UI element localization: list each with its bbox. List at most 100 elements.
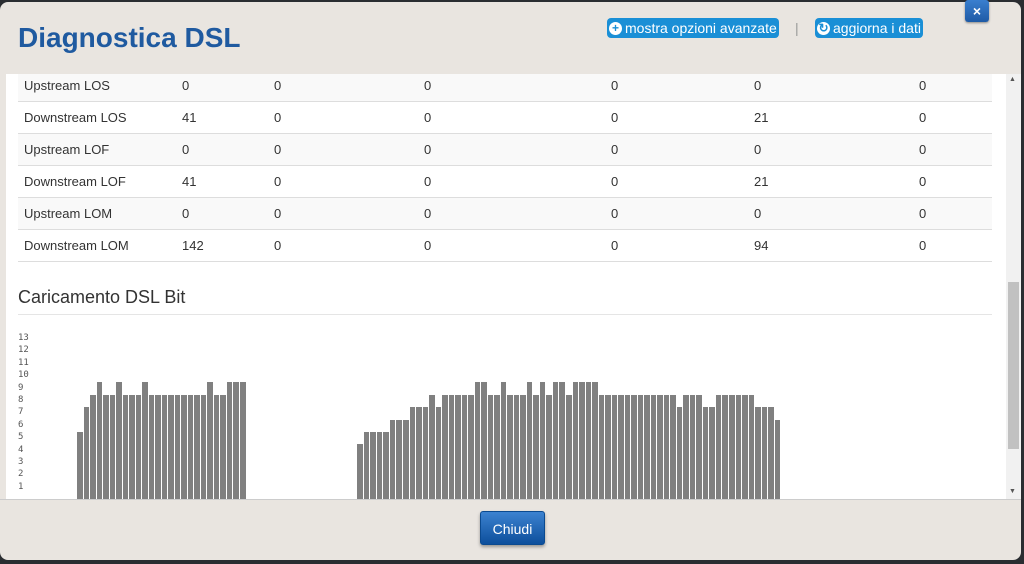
bit-bar	[226, 382, 233, 499]
bit-bar	[546, 394, 552, 499]
cell-value: 0	[182, 206, 190, 221]
close-icon[interactable]: ×	[965, 0, 989, 22]
bit-bar	[142, 382, 148, 499]
bit-bar	[90, 394, 96, 499]
cell-value: 21	[754, 174, 769, 189]
bit-bar	[409, 407, 416, 499]
bit-bar	[696, 394, 702, 499]
y-tick-label: 4	[18, 444, 24, 455]
bit-bar	[116, 382, 122, 499]
cell-value: 0	[754, 142, 762, 157]
bit-bar	[611, 394, 618, 499]
bit-bar	[663, 394, 670, 499]
bit-bar	[676, 407, 683, 499]
bit-bar	[618, 394, 624, 499]
bit-bar	[526, 382, 533, 499]
bit-bar	[761, 407, 768, 499]
bit-bar	[200, 394, 207, 499]
cell-value: 0	[754, 78, 762, 93]
y-tick-label: 1	[18, 481, 24, 492]
refresh-label: aggiorna i dati	[833, 20, 921, 36]
bit-bar	[103, 394, 109, 499]
bit-bar	[429, 394, 435, 499]
scroll-down-icon[interactable]: ▼	[1009, 488, 1016, 495]
bit-bar	[585, 382, 592, 499]
refresh-data-button[interactable]: ↻ aggiorna i dati	[815, 18, 923, 38]
table-row: Downstream LOS 41 0 0 0 21 0	[18, 102, 992, 134]
bit-bar	[500, 382, 507, 499]
bit-bar	[644, 394, 650, 499]
cell-value: 94	[754, 238, 769, 253]
cell-value: 0	[611, 110, 619, 125]
bit-bar	[533, 394, 539, 499]
bit-bar	[513, 394, 520, 499]
bit-bar	[448, 394, 455, 499]
bit-bar	[122, 394, 129, 499]
cell-value: 0	[919, 174, 927, 189]
cell-value: 41	[182, 174, 197, 189]
bit-bar	[650, 394, 657, 499]
bit-bar	[220, 394, 226, 499]
bit-bar	[461, 394, 468, 499]
cell-value: 0	[424, 142, 432, 157]
bit-bar	[383, 432, 389, 499]
bit-bar	[670, 394, 676, 499]
cell-value: 0	[274, 78, 282, 93]
cell-value: 0	[919, 78, 927, 93]
row-label: Downstream LOM	[24, 238, 129, 253]
cell-value: 0	[424, 206, 432, 221]
bit-bar	[370, 432, 376, 499]
bit-bar	[233, 382, 239, 499]
cell-value: 0	[611, 174, 619, 189]
bit-bar	[389, 419, 396, 499]
bit-bar	[729, 394, 735, 499]
scrollbar[interactable]: ▲ ▼	[1006, 74, 1021, 499]
cell-value: 0	[424, 110, 432, 125]
bit-bar	[135, 394, 142, 499]
cell-value: 0	[611, 206, 619, 221]
bit-bar	[735, 394, 742, 499]
bit-loading-title: Caricamento DSL Bit	[18, 287, 186, 307]
scrollbar-thumb[interactable]	[1008, 282, 1019, 449]
y-tick-label: 9	[18, 382, 24, 393]
cell-value: 0	[424, 174, 432, 189]
bit-bar	[709, 407, 715, 499]
bit-bar	[403, 419, 409, 499]
close-button[interactable]: Chiudi	[480, 511, 545, 545]
bit-bar	[422, 407, 429, 499]
cell-value: 0	[182, 142, 190, 157]
refresh-icon: ↻	[817, 20, 830, 35]
bit-bar	[592, 382, 598, 499]
cell-value: 0	[611, 78, 619, 93]
page-title: Diagnostica DSL	[18, 22, 241, 53]
bit-bar	[552, 382, 559, 499]
cell-value: 0	[274, 142, 282, 157]
table-row: Upstream LOF 0 0 0 0 0 0	[18, 134, 992, 166]
table-row: Downstream LOM 142 0 0 0 94 0	[18, 230, 992, 262]
cell-value: 0	[182, 78, 190, 93]
bit-bar	[559, 382, 565, 499]
bit-bar	[566, 394, 572, 499]
cell-value: 0	[754, 206, 762, 221]
cell-value: 0	[424, 238, 432, 253]
row-label: Upstream LOM	[24, 206, 113, 221]
row-label: Upstream LOF	[24, 142, 110, 157]
cell-value: 0	[274, 238, 282, 253]
table-row: Upstream LOM 0 0 0 0 0 0	[18, 198, 992, 230]
y-tick-label: 5	[18, 432, 24, 443]
bit-bar	[637, 394, 644, 499]
bit-bar	[213, 394, 220, 499]
bit-bar	[520, 394, 526, 499]
bit-bar	[442, 394, 448, 499]
bit-bar	[435, 407, 442, 499]
bit-bar	[181, 394, 187, 499]
y-tick-label: 11	[18, 357, 29, 368]
cell-value: 0	[919, 206, 927, 221]
advanced-options-button[interactable]: + mostra opzioni avanzate	[607, 18, 779, 38]
bit-bar	[481, 382, 487, 499]
scroll-up-icon[interactable]: ▲	[1009, 76, 1016, 83]
bit-bar	[240, 382, 246, 499]
bit-bar	[357, 444, 363, 499]
cell-value: 142	[182, 238, 204, 253]
